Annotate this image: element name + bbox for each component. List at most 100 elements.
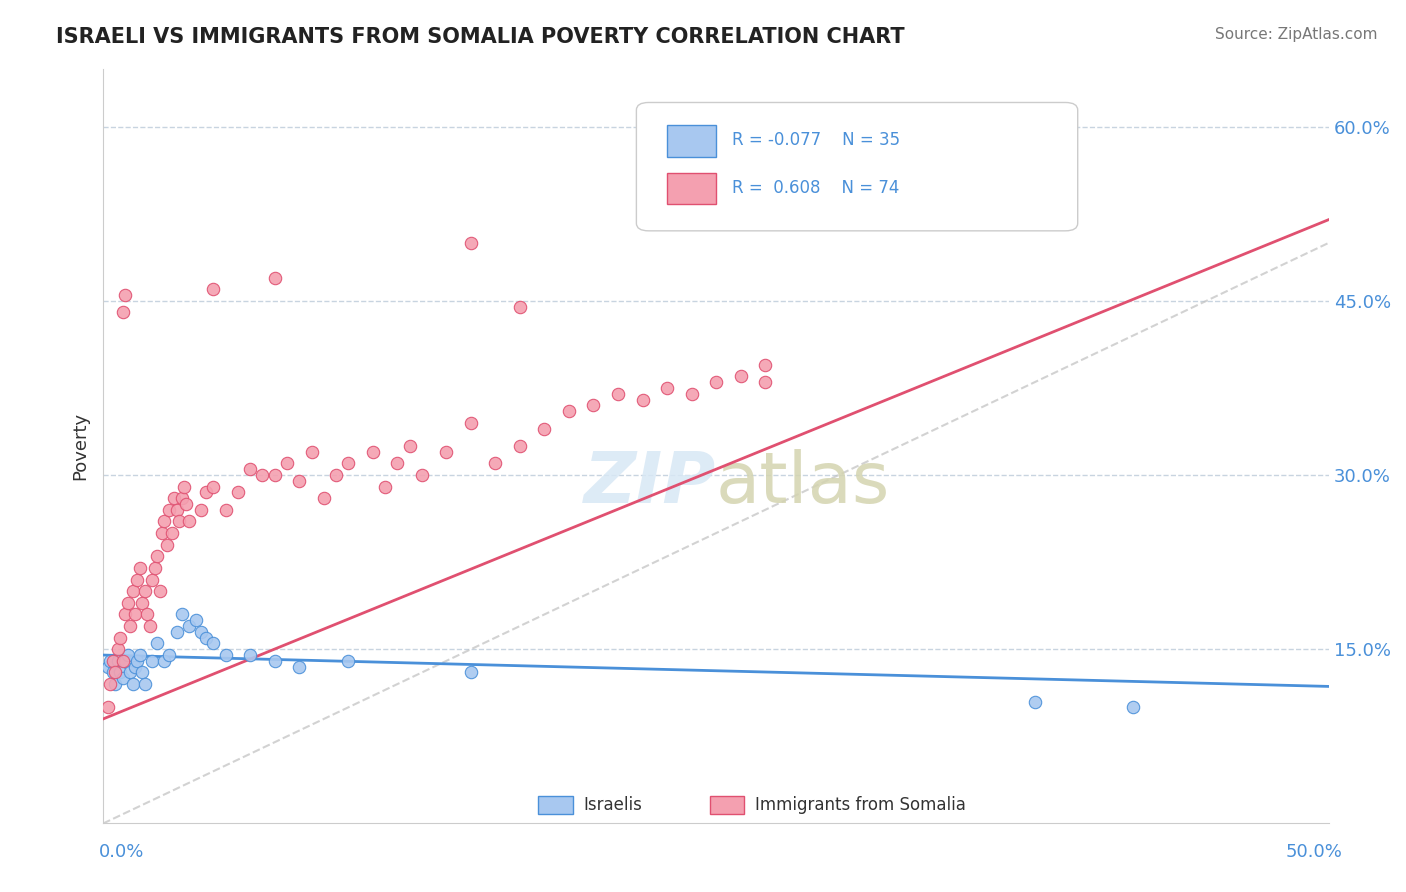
Point <box>141 573 163 587</box>
Point <box>143 561 166 575</box>
Point <box>190 624 212 639</box>
Point <box>195 631 218 645</box>
Point <box>215 503 238 517</box>
Point <box>138 619 160 633</box>
Point <box>263 270 285 285</box>
Point <box>146 549 169 564</box>
Point <box>301 445 323 459</box>
Point <box>111 305 134 319</box>
Point <box>104 677 127 691</box>
Point <box>655 381 678 395</box>
Point <box>170 491 193 506</box>
Text: 0.0%: 0.0% <box>98 843 143 861</box>
Point <box>156 538 179 552</box>
Point <box>631 392 654 407</box>
Point <box>239 648 262 662</box>
Point <box>146 636 169 650</box>
Point <box>276 457 298 471</box>
Y-axis label: Poverty: Poverty <box>72 412 89 480</box>
Text: 50.0%: 50.0% <box>1286 843 1343 861</box>
Point <box>361 445 384 459</box>
Point <box>754 375 776 389</box>
Point <box>252 468 274 483</box>
Text: ZIP: ZIP <box>583 450 716 518</box>
Point <box>120 665 142 680</box>
Point <box>173 480 195 494</box>
Point <box>141 654 163 668</box>
FancyBboxPatch shape <box>538 797 572 814</box>
Point <box>127 573 149 587</box>
Point <box>176 497 198 511</box>
Point <box>134 584 156 599</box>
Point <box>124 659 146 673</box>
FancyBboxPatch shape <box>666 125 716 157</box>
Point <box>607 386 630 401</box>
FancyBboxPatch shape <box>637 103 1078 231</box>
Point <box>111 654 134 668</box>
Point <box>166 624 188 639</box>
Point <box>288 659 311 673</box>
Point <box>120 619 142 633</box>
Point <box>114 288 136 302</box>
Point <box>263 654 285 668</box>
Point <box>97 659 120 673</box>
Point <box>215 648 238 662</box>
Point <box>460 416 482 430</box>
Point <box>100 677 122 691</box>
Point <box>533 421 555 435</box>
Point <box>202 636 225 650</box>
Point <box>177 515 200 529</box>
Point <box>730 369 752 384</box>
Point <box>104 665 127 680</box>
Point <box>121 677 143 691</box>
Point <box>153 654 176 668</box>
Point <box>97 700 120 714</box>
Point <box>134 677 156 691</box>
Point <box>239 462 262 476</box>
Point <box>121 584 143 599</box>
Point <box>337 457 360 471</box>
Point <box>195 485 218 500</box>
Point <box>226 485 249 500</box>
Point <box>167 515 190 529</box>
FancyBboxPatch shape <box>710 797 744 814</box>
Point <box>263 468 285 483</box>
Point <box>177 619 200 633</box>
Text: Israelis: Israelis <box>583 797 643 814</box>
Point <box>136 607 159 622</box>
Text: R =  0.608    N = 74: R = 0.608 N = 74 <box>733 178 900 197</box>
Point <box>110 665 132 680</box>
Point <box>374 480 396 494</box>
Point <box>101 665 124 680</box>
Point <box>166 503 188 517</box>
Point <box>117 648 139 662</box>
Point <box>509 300 531 314</box>
Point <box>110 631 132 645</box>
Point <box>288 474 311 488</box>
Point <box>153 515 176 529</box>
Point <box>129 561 152 575</box>
Point <box>186 613 208 627</box>
Point <box>460 665 482 680</box>
Text: Immigrants from Somalia: Immigrants from Somalia <box>755 797 966 814</box>
Text: ISRAELI VS IMMIGRANTS FROM SOMALIA POVERTY CORRELATION CHART: ISRAELI VS IMMIGRANTS FROM SOMALIA POVER… <box>56 27 905 46</box>
Point <box>107 642 129 657</box>
Point <box>1024 694 1046 708</box>
Point <box>460 235 482 250</box>
Point <box>114 654 136 668</box>
Point <box>157 503 180 517</box>
Point <box>509 439 531 453</box>
Point <box>202 480 225 494</box>
Point <box>157 648 180 662</box>
Point <box>398 439 420 453</box>
Point <box>434 445 457 459</box>
Point <box>111 671 134 685</box>
Point <box>129 648 152 662</box>
Point <box>107 654 129 668</box>
Point <box>100 654 122 668</box>
Point <box>170 607 193 622</box>
Point <box>101 654 124 668</box>
Point <box>148 584 170 599</box>
Point <box>127 654 149 668</box>
Text: Source: ZipAtlas.com: Source: ZipAtlas.com <box>1215 27 1378 42</box>
